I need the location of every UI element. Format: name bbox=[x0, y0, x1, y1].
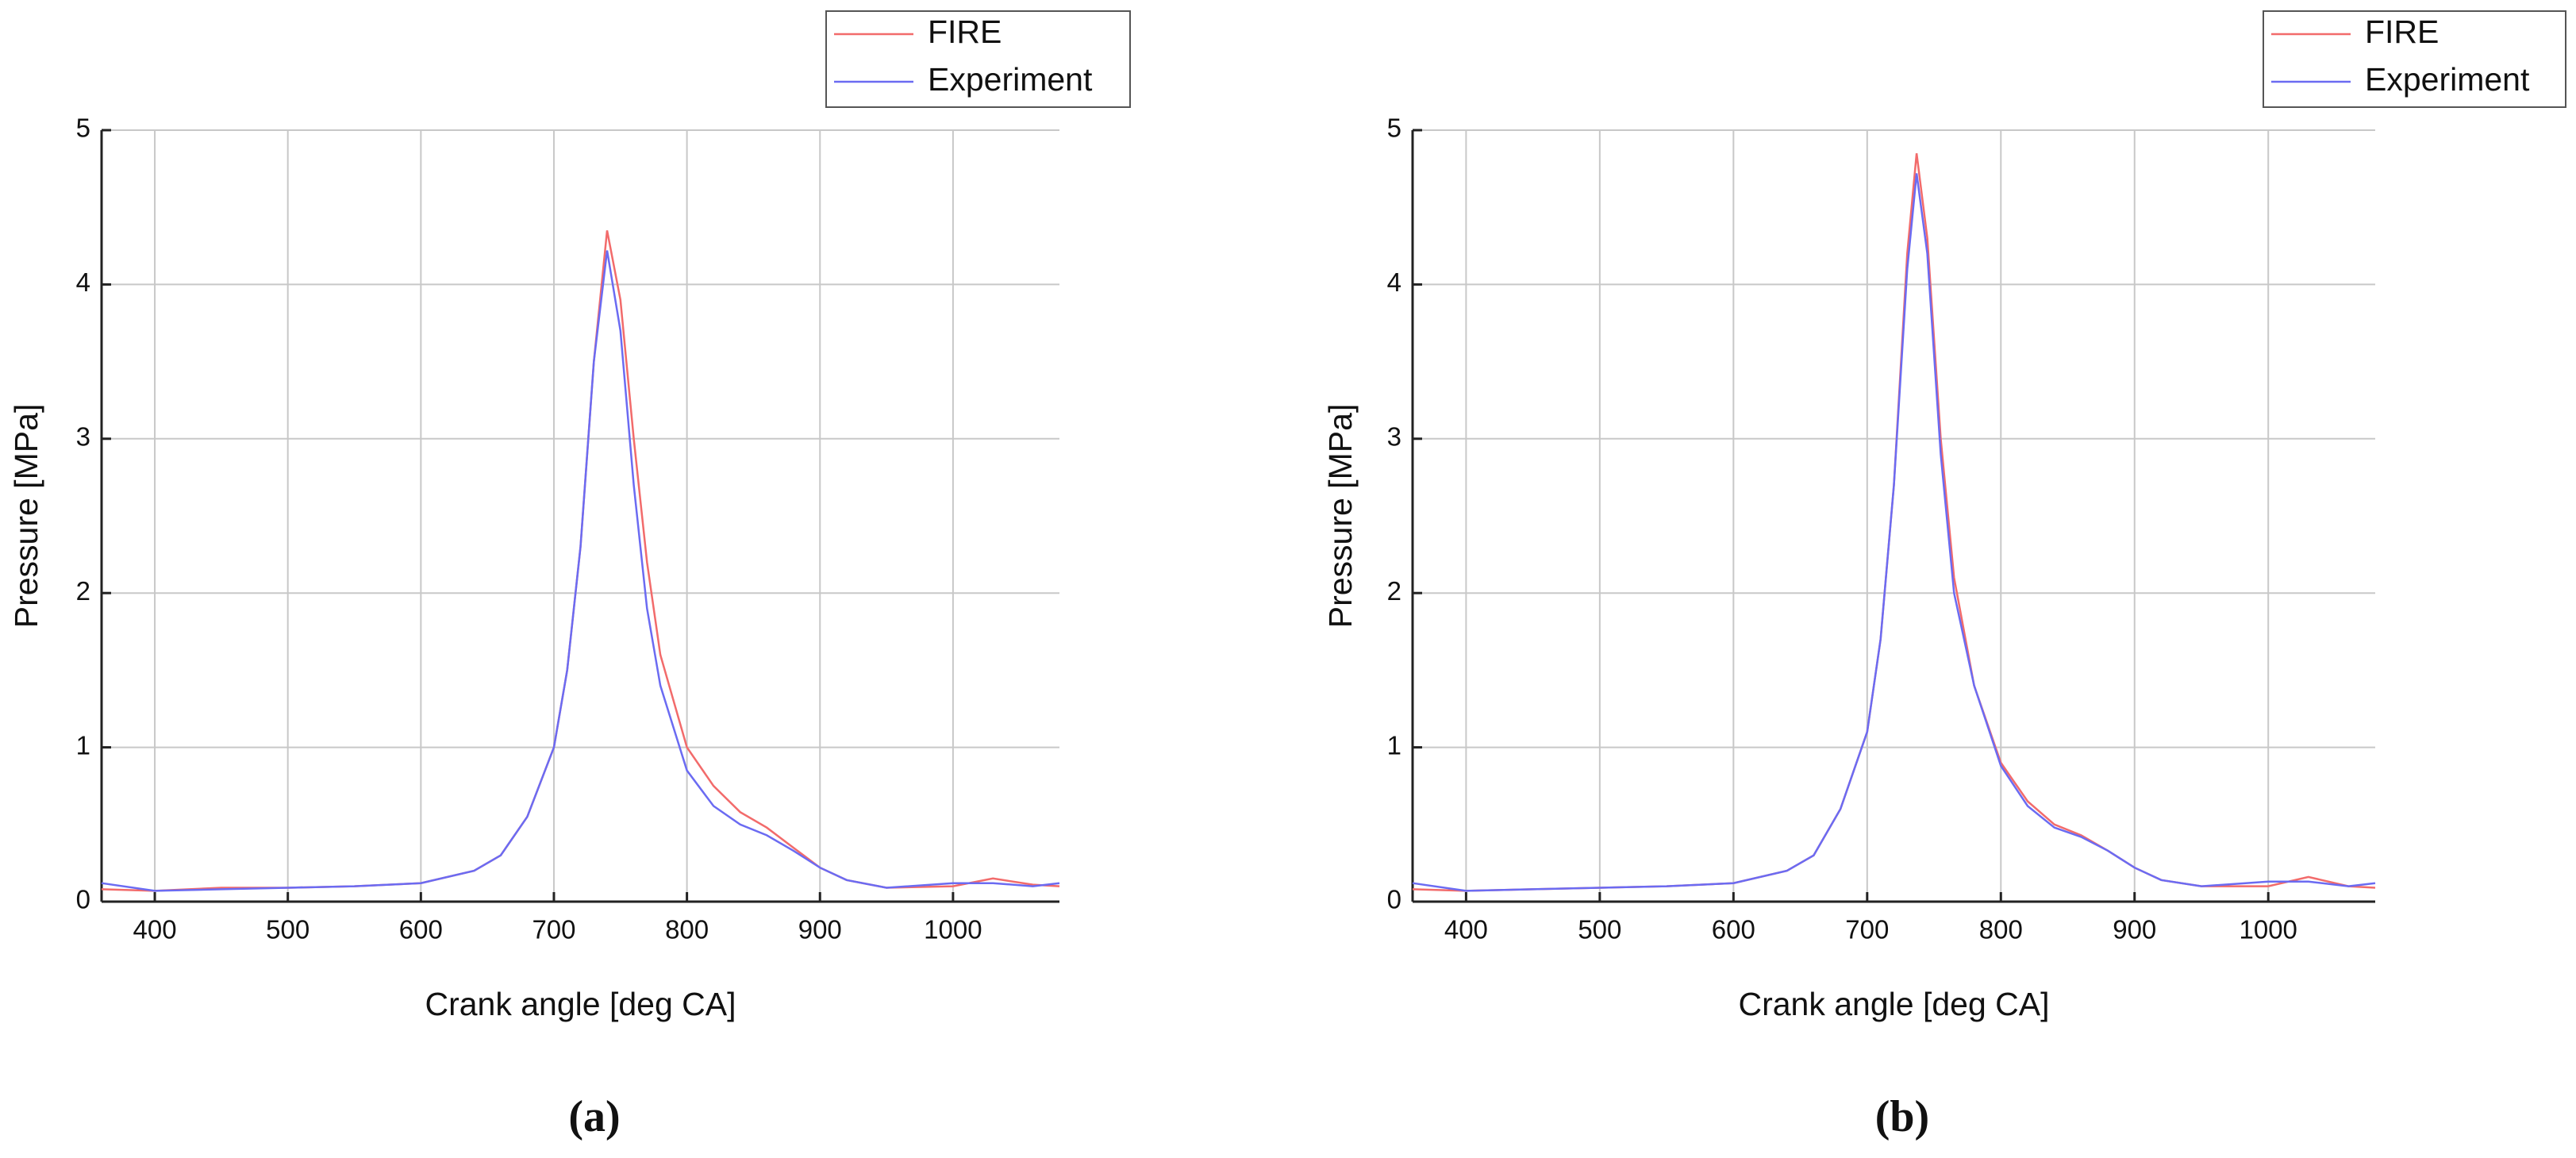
series-line bbox=[101, 230, 1060, 892]
x-tick-label: 600 bbox=[1712, 915, 1755, 944]
series-line bbox=[1412, 173, 2376, 892]
legend-label: Experiment bbox=[2365, 61, 2530, 98]
legend-box bbox=[2263, 10, 2566, 108]
legend-label: FIRE bbox=[2365, 13, 2439, 50]
series-line bbox=[101, 250, 1060, 892]
y-tick-label: 1 bbox=[76, 730, 90, 760]
x-tick-label: 900 bbox=[798, 915, 842, 944]
x-tick-label: 400 bbox=[133, 915, 177, 944]
x-axis-label: Crank angle [deg CA] bbox=[1738, 986, 2049, 1022]
x-tick-label: 800 bbox=[1979, 915, 2023, 944]
y-tick-label: 5 bbox=[1387, 113, 1401, 143]
y-tick-label: 3 bbox=[1387, 422, 1401, 452]
y-tick-label: 1 bbox=[1387, 730, 1401, 760]
y-tick-label: 4 bbox=[76, 267, 90, 297]
legend-box bbox=[825, 10, 1131, 108]
x-tick-label: 1000 bbox=[924, 915, 982, 944]
x-tick-label: 700 bbox=[532, 915, 575, 944]
y-axis-label: Pressure [MPa] bbox=[8, 404, 44, 629]
y-tick-label: 0 bbox=[76, 885, 90, 914]
x-tick-label: 900 bbox=[2113, 915, 2156, 944]
caption: (a) bbox=[568, 1092, 620, 1141]
caption: (b) bbox=[1875, 1092, 1929, 1141]
y-tick-label: 2 bbox=[1387, 576, 1401, 606]
x-axis-label: Crank angle [deg CA] bbox=[425, 986, 736, 1022]
y-tick-label: 5 bbox=[76, 113, 90, 143]
y-tick-label: 0 bbox=[1387, 885, 1401, 914]
y-tick-label: 3 bbox=[76, 422, 90, 452]
x-tick-label: 500 bbox=[266, 915, 310, 944]
legend-label: Experiment bbox=[928, 61, 1093, 98]
x-tick-label: 500 bbox=[1578, 915, 1621, 944]
y-tick-label: 4 bbox=[1387, 267, 1401, 297]
legend-label: FIRE bbox=[928, 13, 1002, 50]
x-tick-label: 700 bbox=[1845, 915, 1889, 944]
x-tick-label: 600 bbox=[399, 915, 443, 944]
x-tick-label: 800 bbox=[665, 915, 709, 944]
x-tick-label: 1000 bbox=[2240, 915, 2297, 944]
y-tick-label: 2 bbox=[76, 576, 90, 606]
series-line bbox=[1412, 153, 2376, 892]
y-axis-label: Pressure [MPa] bbox=[1322, 404, 1359, 629]
x-tick-label: 400 bbox=[1444, 915, 1488, 944]
